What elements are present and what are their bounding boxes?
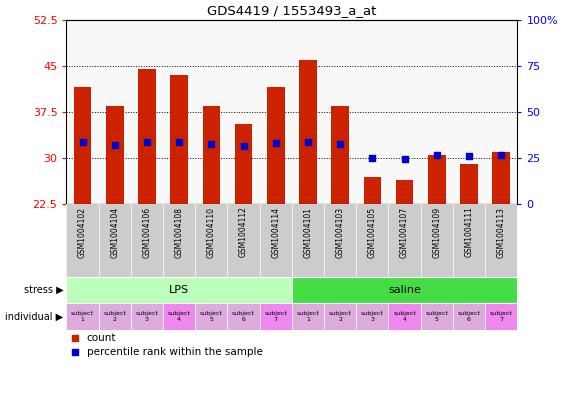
Text: subject
2: subject 2: [329, 311, 351, 322]
Text: subject
4: subject 4: [393, 311, 416, 322]
Text: subject
7: subject 7: [490, 311, 513, 322]
Text: stress ▶: stress ▶: [24, 285, 64, 295]
Bar: [74, 87, 91, 204]
Bar: [228, 204, 260, 277]
Text: subject
3: subject 3: [361, 311, 384, 322]
Bar: [99, 303, 131, 330]
Bar: [485, 204, 517, 277]
Bar: [260, 303, 292, 330]
Bar: [324, 303, 356, 330]
Bar: [106, 106, 124, 204]
Bar: [428, 155, 446, 204]
Bar: [453, 204, 485, 277]
Text: saline: saline: [388, 285, 421, 295]
Text: subject
6: subject 6: [458, 311, 480, 322]
Text: subject
6: subject 6: [232, 311, 255, 322]
Bar: [66, 303, 99, 330]
Bar: [99, 204, 131, 277]
Bar: [388, 204, 421, 277]
Point: [369, 291, 379, 297]
Bar: [195, 303, 228, 330]
Point: [78, 140, 87, 146]
Bar: [356, 204, 388, 277]
Point: [110, 142, 120, 149]
Text: GSM1004102: GSM1004102: [78, 207, 87, 257]
Text: subject
5: subject 5: [200, 311, 223, 322]
Bar: [331, 106, 349, 204]
Text: GSM1004106: GSM1004106: [143, 207, 151, 258]
Bar: [163, 204, 195, 277]
Point: [432, 152, 442, 158]
Bar: [364, 177, 381, 204]
Bar: [66, 204, 99, 277]
Bar: [163, 303, 195, 330]
Bar: [299, 60, 317, 204]
Point: [497, 152, 506, 158]
Bar: [292, 303, 324, 330]
Bar: [453, 303, 485, 330]
Text: subject
1: subject 1: [297, 311, 320, 322]
Bar: [396, 180, 413, 204]
Point: [175, 140, 184, 146]
Text: GSM1004104: GSM1004104: [110, 207, 119, 258]
Bar: [485, 303, 517, 330]
Bar: [492, 152, 510, 204]
Point: [368, 155, 377, 161]
Bar: [195, 204, 228, 277]
Text: GSM1004114: GSM1004114: [271, 207, 280, 257]
Point: [271, 140, 280, 147]
Text: subject
7: subject 7: [264, 311, 287, 322]
Text: GSM1004108: GSM1004108: [175, 207, 184, 257]
Text: GSM1004105: GSM1004105: [368, 207, 377, 258]
Bar: [202, 106, 220, 204]
Text: GSM1004103: GSM1004103: [336, 207, 344, 258]
Bar: [260, 204, 292, 277]
Bar: [324, 204, 356, 277]
Bar: [235, 124, 253, 204]
Text: GSM1004109: GSM1004109: [432, 207, 441, 258]
Text: subject
4: subject 4: [168, 311, 191, 322]
Bar: [171, 75, 188, 204]
Text: subject
2: subject 2: [103, 311, 126, 322]
Bar: [292, 204, 324, 277]
Title: GDS4419 / 1553493_a_at: GDS4419 / 1553493_a_at: [207, 4, 377, 17]
Text: GSM1004101: GSM1004101: [303, 207, 313, 257]
Bar: [228, 303, 260, 330]
Text: GSM1004111: GSM1004111: [465, 207, 473, 257]
Text: individual ▶: individual ▶: [5, 311, 64, 321]
Point: [303, 138, 313, 145]
Bar: [292, 277, 517, 303]
Bar: [460, 164, 478, 204]
Bar: [421, 303, 453, 330]
Point: [142, 138, 151, 145]
Text: GSM1004112: GSM1004112: [239, 207, 248, 257]
Point: [207, 141, 216, 147]
Bar: [421, 204, 453, 277]
Text: subject
3: subject 3: [135, 311, 158, 322]
Text: count: count: [87, 333, 116, 343]
Point: [239, 143, 248, 149]
Bar: [66, 277, 292, 303]
Text: subject
5: subject 5: [425, 311, 449, 322]
Text: GSM1004110: GSM1004110: [207, 207, 216, 257]
Text: percentile rank within the sample: percentile rank within the sample: [87, 347, 262, 357]
Bar: [388, 303, 421, 330]
Point: [464, 153, 473, 160]
Bar: [131, 303, 163, 330]
Text: LPS: LPS: [169, 285, 189, 295]
Text: GSM1004107: GSM1004107: [400, 207, 409, 258]
Bar: [138, 69, 156, 204]
Text: GSM1004113: GSM1004113: [497, 207, 506, 257]
Bar: [131, 204, 163, 277]
Text: subject
1: subject 1: [71, 311, 94, 322]
Bar: [356, 303, 388, 330]
Point: [336, 141, 345, 147]
Bar: [267, 87, 284, 204]
Point: [369, 166, 379, 172]
Point: [400, 156, 409, 162]
